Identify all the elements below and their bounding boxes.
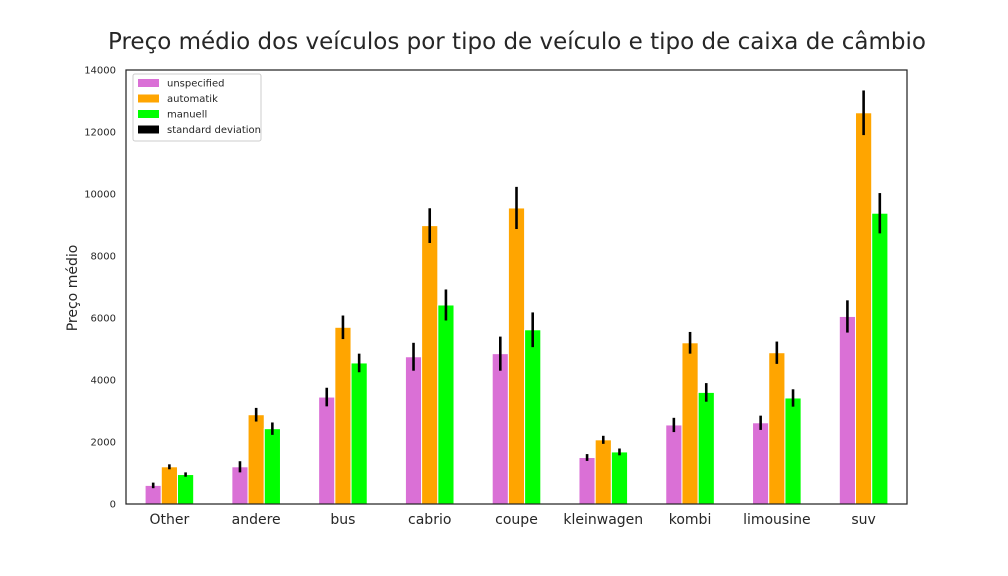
bar-manuell-suv: [871, 212, 889, 505]
bar-automatik-andere: [247, 414, 265, 505]
bar-automatik-bus: [334, 326, 352, 505]
x-tick-label: cabrio: [408, 512, 451, 528]
bar-manuell-Other: [176, 474, 195, 505]
bar-unspecified-cabrio: [404, 356, 423, 505]
bar-unspecified-suv: [838, 315, 857, 505]
y-tick-label: 8000: [91, 252, 116, 263]
legend-swatch: [138, 94, 159, 103]
bar-manuell-andere: [263, 428, 281, 505]
bar-manuell-coupe: [524, 329, 542, 505]
chart-title: Preço médio dos veículos por tipo de veí…: [108, 29, 926, 55]
bar-manuell-cabrio: [437, 304, 455, 505]
x-tick-label: Other: [150, 512, 190, 528]
y-tick-label: 0: [110, 500, 116, 511]
bar-unspecified-coupe: [491, 353, 509, 505]
bar-automatik-Other: [160, 466, 178, 505]
bar-unspecified-kombi: [665, 424, 683, 505]
legend-label: standard deviation: [167, 125, 261, 136]
bar-unspecified-bus: [318, 396, 336, 505]
bar-automatik-kleinwagen: [594, 439, 612, 505]
y-axis-label: Preço médio: [65, 245, 81, 332]
legend-label: unspecified: [167, 79, 224, 90]
legend-frame: [132, 73, 262, 142]
bar-manuell-limousine: [784, 397, 802, 505]
legend-swatch: [138, 79, 159, 87]
y-axis: 0 2000 4000 6000 8000 10000 12000 14000: [84, 66, 116, 511]
bar-automatik-cabrio: [421, 225, 439, 505]
y-tick-label: 2000: [91, 438, 116, 449]
bars: [144, 112, 889, 505]
x-axis: Other andere bus cabrio coupe kleinwagen kombi…: [150, 512, 876, 528]
x-tick-label: kombi: [669, 512, 712, 528]
legend-label: manuell: [167, 110, 207, 121]
bar-manuell-bus: [350, 362, 368, 505]
bar-unspecified-kleinwagen: [578, 457, 596, 505]
legend: unspecified automatik manuell standard devi…: [132, 73, 262, 142]
x-tick-label: coupe: [495, 512, 538, 528]
y-tick-label: 12000: [84, 128, 116, 139]
legend-swatch: [138, 125, 159, 134]
y-tick-label: 14000: [84, 66, 116, 77]
bar-automatik-kombi: [681, 342, 699, 505]
y-tick-label: 4000: [91, 376, 116, 387]
bar-manuell-kleinwagen: [610, 451, 629, 505]
bar-manuell-kombi: [697, 391, 715, 505]
bar-automatik-limousine: [768, 352, 786, 505]
x-tick-label: andere: [232, 512, 281, 528]
y-tick-label: 10000: [84, 190, 116, 201]
x-tick-label: limousine: [743, 512, 811, 528]
x-tick-label: bus: [330, 512, 355, 528]
legend-label: automatik: [167, 94, 218, 105]
y-tick-label: 6000: [91, 314, 116, 325]
bar-automatik-suv: [855, 112, 873, 505]
legend-swatch: [138, 110, 159, 118]
x-tick-label: kleinwagen: [563, 512, 643, 528]
bar-unspecified-limousine: [752, 422, 770, 505]
plot-frame: [125, 69, 908, 505]
x-tick-label: suv: [851, 512, 875, 528]
bar-automatik-coupe: [507, 207, 526, 505]
error-bars: [151, 90, 882, 489]
